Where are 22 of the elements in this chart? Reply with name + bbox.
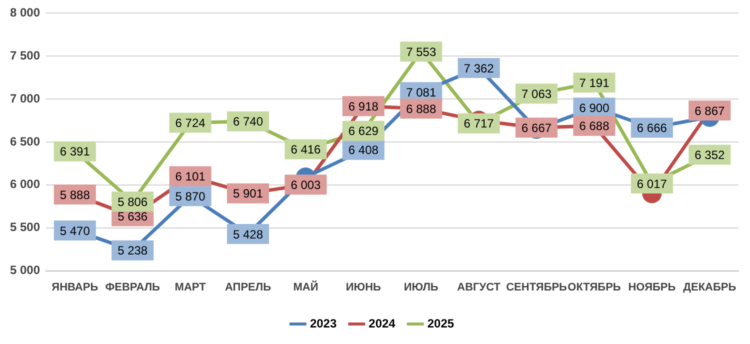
y-tick-label: 5 000 <box>10 263 40 278</box>
x-tick-label: СЕНТЯБРЬ <box>506 281 568 294</box>
x-tick-label: АВГУСТ <box>457 281 501 294</box>
y-tick-label: 7 000 <box>10 91 40 106</box>
legend-label: 2023 <box>310 316 337 330</box>
y-tick-label: 6 500 <box>10 134 40 148</box>
x-tick-label: ЯНВАРЬ <box>52 281 98 294</box>
x-tick-label: ИЮНЬ <box>346 281 382 294</box>
x-tick-label: АПРЕЛЬ <box>224 281 272 294</box>
y-tick-label: 7 500 <box>10 48 40 62</box>
x-tick-label: НОЯБРЬ <box>628 281 676 294</box>
legend-label: 2025 <box>427 316 454 330</box>
x-tick-label: МАРТ <box>174 281 206 294</box>
legend-label: 2024 <box>368 316 396 330</box>
y-tick-label: 8 000 <box>10 6 40 20</box>
x-tick-label: ОКТЯБРЬ <box>568 281 621 294</box>
x-tick-label: МАЙ <box>293 280 318 294</box>
x-tick-label: ФЕВРАЛЬ <box>105 281 160 294</box>
x-tick-label: ИЮЛЬ <box>404 281 438 294</box>
y-tick-label: 5 500 <box>10 220 40 234</box>
y-tick-label: 6 000 <box>10 177 40 192</box>
x-tick-label: ДЕКАБРЬ <box>683 281 736 294</box>
